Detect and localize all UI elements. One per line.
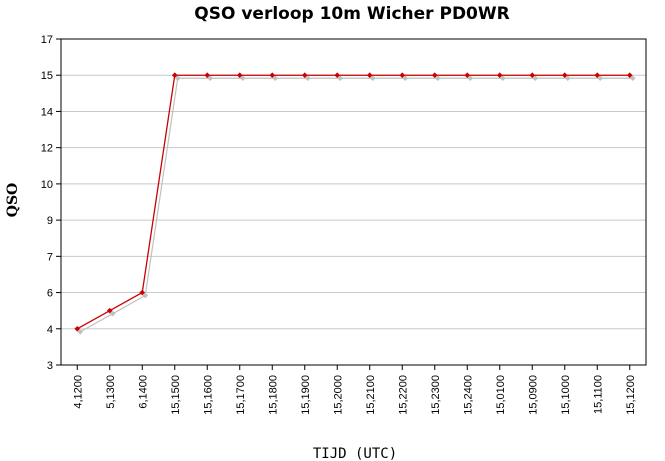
x-tick-label: 15,2000 xyxy=(332,375,344,415)
y-tick-label: 3 xyxy=(47,360,53,372)
data-point xyxy=(366,72,373,79)
shadow-marker xyxy=(337,75,344,82)
plot-frame xyxy=(60,38,647,366)
shadow-marker xyxy=(402,75,409,82)
x-tick-label: 15,2400 xyxy=(462,375,474,415)
series-line xyxy=(76,74,630,330)
x-tick-label: 15,1800 xyxy=(267,375,279,415)
data-point xyxy=(301,72,308,79)
data-point xyxy=(334,72,341,79)
y-tick-label: 4 xyxy=(47,324,53,336)
y-tick-label: 9 xyxy=(47,215,53,227)
shadow-marker xyxy=(499,75,506,82)
y-tick-label: 15 xyxy=(41,70,53,82)
shadow-marker xyxy=(207,75,214,82)
x-tick-label: 15,1100 xyxy=(592,375,604,414)
shadow-marker xyxy=(109,310,116,317)
chart-title: QSO verloop 10m Wicher PD0WR xyxy=(194,4,509,24)
y-axis-label: QSO xyxy=(5,183,21,218)
y-tick-label: 7 xyxy=(47,251,53,263)
data-point xyxy=(431,72,438,79)
data-point xyxy=(626,72,633,79)
y-tick-label: 12 xyxy=(41,143,53,155)
shadow-marker xyxy=(142,292,149,299)
x-tick-label: 15,0900 xyxy=(527,375,539,415)
x-tick-label: 15,2200 xyxy=(397,375,409,415)
x-tick-label: 15,1000 xyxy=(560,375,572,415)
x-tick-label: 15,1900 xyxy=(300,375,312,415)
shadow-marker xyxy=(272,75,279,82)
data-point xyxy=(561,72,568,79)
data-point xyxy=(594,72,601,79)
x-axis-label: TIJD (UTC) xyxy=(313,446,397,461)
x-tick-label: 4,1200 xyxy=(72,375,84,409)
shadow-marker xyxy=(597,75,604,82)
data-point xyxy=(204,72,211,79)
data-point xyxy=(269,72,276,79)
data-point xyxy=(74,325,81,332)
data-point xyxy=(399,72,406,79)
data-point xyxy=(529,72,536,79)
x-tick-label: 15,2300 xyxy=(430,375,442,415)
shadow-marker xyxy=(434,75,441,82)
shadow-marker xyxy=(467,75,474,82)
x-tick-label: 15,1700 xyxy=(235,375,247,415)
data-point xyxy=(106,307,113,314)
y-tick-label: 17 xyxy=(41,34,53,46)
shadow-marker xyxy=(174,75,181,82)
shadow-marker xyxy=(239,75,246,82)
y-tick-label: 14 xyxy=(41,106,53,118)
shadow-marker xyxy=(532,75,539,82)
shadow-marker xyxy=(369,75,376,82)
data-point xyxy=(496,72,503,79)
x-tick-label: 15,0100 xyxy=(495,375,507,415)
data-point xyxy=(139,289,146,296)
y-tick-label: 10 xyxy=(41,179,53,191)
shadow-marker xyxy=(564,75,571,82)
x-tick-label: 15,2100 xyxy=(365,375,377,415)
data-point xyxy=(171,72,178,79)
x-tick-label: 5,1300 xyxy=(105,375,117,409)
data-point xyxy=(236,72,243,79)
x-tick-label: 15,1600 xyxy=(202,375,214,415)
x-tick-label: 15,1200 xyxy=(625,375,637,415)
y-tick-label: 6 xyxy=(47,288,53,300)
shadow-marker xyxy=(77,328,84,335)
plot-area: 3 4 6 7 9 10 12 14 15 17 4,1200 5,1300 6,1400 15,1500… xyxy=(41,34,647,415)
x-tick-label: 15,1500 xyxy=(170,375,182,415)
x-tick-label: 6,1400 xyxy=(137,375,149,409)
shadow-marker xyxy=(629,75,636,82)
series-shadow xyxy=(79,77,633,333)
data-point xyxy=(464,72,471,79)
shadow-marker xyxy=(304,75,311,82)
